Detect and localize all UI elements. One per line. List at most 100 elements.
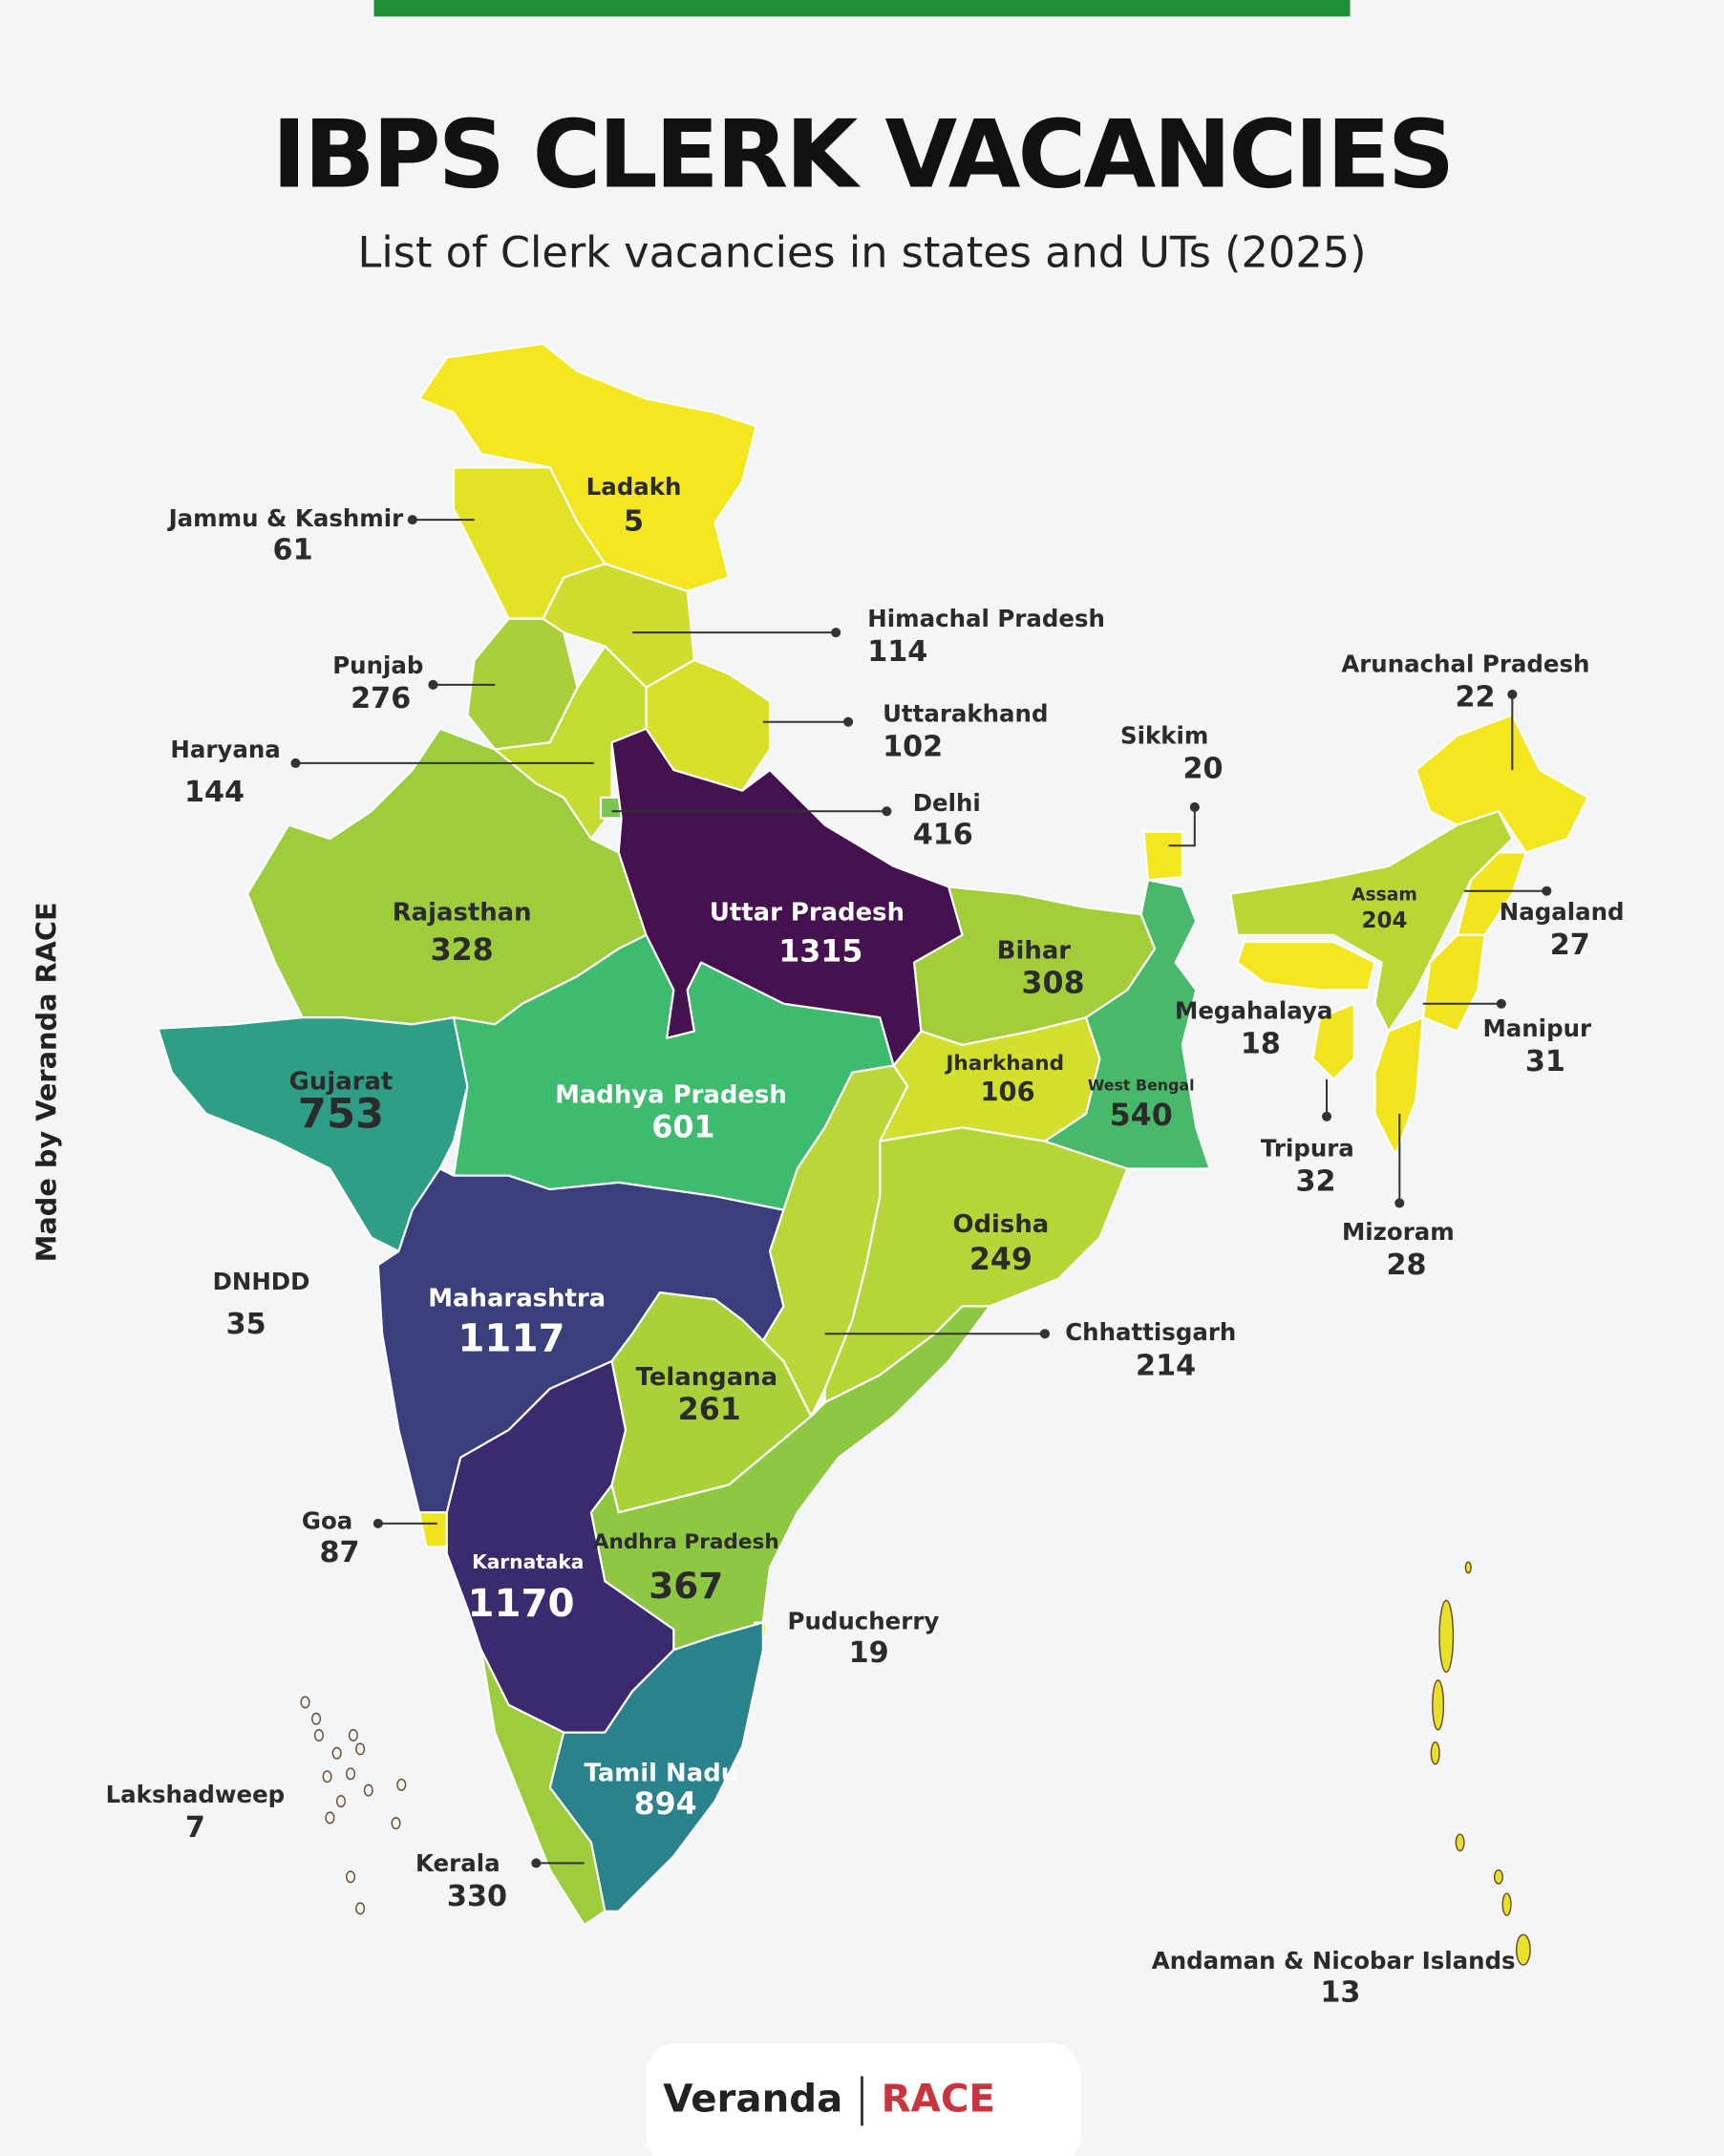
region-name: Nagaland [1500,898,1625,926]
leader-dot [428,679,438,690]
subtitle: List of Clerk vacancies in states and UT… [358,228,1367,278]
region-value: 32 [1295,1164,1335,1198]
leader-line [1168,806,1196,847]
region-value: 308 [1022,967,1085,1001]
region-name: Andhra Pradesh [593,1530,779,1554]
leader-dot [372,1518,383,1528]
leader-dot [1321,1111,1332,1121]
region-value: 102 [883,731,943,764]
region-value: 1117 [458,1315,564,1360]
region-name: Delhi [913,789,981,817]
island [1455,1833,1465,1852]
region-name: Punjab [332,651,423,679]
region-value: 1170 [467,1581,574,1626]
island [355,1902,366,1915]
island [313,1729,324,1742]
region-name: Andaman & Nicobar Islands [1152,1947,1516,1975]
region-value: 144 [184,776,245,809]
leader-dot [831,628,841,638]
region-value: 276 [351,682,411,715]
region-name: Jharkhand [944,1052,1064,1076]
leader-lines [290,515,1552,1868]
logo-partner: RACE [882,2076,995,2121]
region-value: 249 [969,1243,1032,1277]
region-name: Haryana [170,736,280,763]
region-value: 894 [634,1787,697,1822]
leader-dot [1496,998,1506,1009]
region-name: DNHDD [213,1268,310,1295]
island [300,1696,310,1709]
region-value: 28 [1386,1249,1426,1282]
region-value: 20 [1182,753,1223,786]
island [1438,1599,1455,1674]
region-name: Himachal Pradesh [867,605,1105,632]
credit: Made by Veranda RACE [30,902,62,1262]
region-value: 416 [913,819,973,852]
region-name: Rajasthan [393,898,532,927]
island [325,1811,335,1825]
region-value: 35 [226,1308,266,1341]
region-value: 27 [1550,929,1590,962]
leader-dot [1507,689,1518,699]
island [335,1795,347,1808]
region-name: Goa [302,1506,352,1534]
island [346,1870,356,1884]
region-name: Puducherry [788,1607,940,1634]
region-name: Uttarakhand [883,700,1048,728]
region-name: Jammu & Kashmir [167,504,404,532]
region-name: Arunachal Pradesh [1341,651,1589,678]
region-name: Ladakh [586,473,682,501]
region-value: 1315 [778,935,862,970]
logo-brand: Veranda [663,2076,842,2121]
region-value: 7 [185,1811,205,1845]
region-name: Telangana [636,1363,777,1392]
leader-dot [1542,886,1552,896]
region-value: 328 [431,933,494,968]
island [396,1778,407,1791]
island [311,1712,322,1725]
island [346,1767,356,1781]
region-name: Chhattisgarh [1065,1318,1236,1346]
region-value: 540 [1110,1099,1173,1133]
region-value: 261 [678,1393,741,1427]
region-value: 13 [1320,1976,1360,2010]
region-value: 31 [1525,1045,1565,1078]
region-name: Sikkim [1120,722,1208,750]
region-value: 330 [447,1880,507,1913]
region-name: Odisha [953,1210,1050,1239]
region-name: Madhya Pradesh [555,1081,787,1110]
region-name: Manipur [1482,1014,1591,1042]
island [1432,1679,1445,1731]
region-shape [761,1064,909,1418]
region-shape [1311,1002,1355,1081]
island [1430,1741,1440,1765]
leader-dot [882,806,892,817]
island [331,1746,342,1760]
leader-dot [1189,801,1200,812]
region-name: Kerala [415,1849,500,1877]
leader-dot [290,758,301,768]
region-shape [417,342,757,593]
region-value: 367 [649,1565,723,1607]
island [1464,1561,1472,1574]
region-shape [1415,714,1589,854]
island [363,1783,373,1797]
region-name: Megahalaya [1175,996,1332,1024]
island [355,1742,366,1756]
region-name: Tamil Nadu [585,1759,739,1787]
top-bar [373,0,1351,17]
leader-dot [1039,1329,1050,1339]
island [322,1770,332,1783]
region-name: Bihar [997,937,1072,966]
island [391,1817,401,1830]
region-value: 114 [867,635,927,669]
region-value: 87 [319,1536,359,1569]
region-name: West Bengal [1088,1077,1195,1095]
region-name: Maharashtra [428,1285,606,1313]
region-value: 601 [651,1111,714,1145]
island [348,1729,358,1742]
region-shape [1236,940,1376,992]
region-value: 5 [624,504,644,538]
region-value: 19 [849,1636,889,1670]
